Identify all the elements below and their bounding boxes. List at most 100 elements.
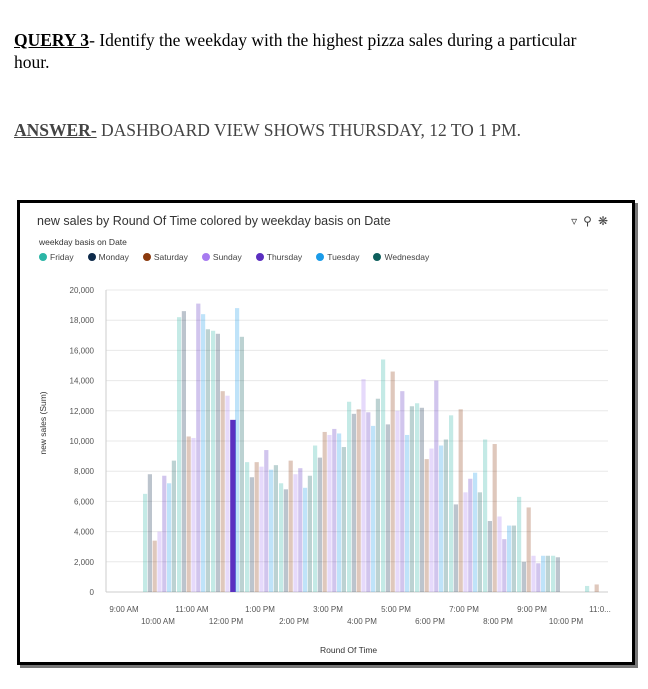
bar-wednesday-11[interactable] bbox=[511, 525, 516, 592]
bar-friday-12[interactable] bbox=[517, 496, 522, 592]
bar-wednesday-7[interactable] bbox=[375, 398, 380, 592]
bar-friday-6[interactable] bbox=[313, 445, 318, 592]
bar-friday-3[interactable] bbox=[211, 330, 216, 592]
bar-saturday-3[interactable] bbox=[220, 391, 225, 592]
bar-saturday-10[interactable] bbox=[458, 409, 463, 592]
bar-tuesday-4[interactable] bbox=[269, 469, 274, 592]
bar-monday-7[interactable] bbox=[351, 413, 356, 592]
bar-tuesday-1[interactable] bbox=[167, 483, 172, 592]
bar-thursday-5[interactable] bbox=[298, 468, 303, 592]
bar-saturday-1[interactable] bbox=[152, 540, 157, 592]
bar-tuesday-3[interactable] bbox=[235, 308, 240, 592]
bar-friday-14[interactable] bbox=[585, 585, 590, 592]
bar-friday-1[interactable] bbox=[143, 493, 148, 592]
legend-item-saturday[interactable]: Saturday bbox=[142, 252, 188, 262]
bar-thursday-1[interactable] bbox=[162, 475, 167, 592]
bar-monday-2[interactable] bbox=[181, 311, 186, 592]
legend-item-sunday[interactable]: Sunday bbox=[201, 252, 242, 262]
bar-saturday-12[interactable] bbox=[526, 507, 531, 592]
bar-tuesday-6[interactable] bbox=[337, 433, 342, 592]
bar-wednesday-2[interactable] bbox=[205, 329, 210, 592]
bar-friday-8[interactable] bbox=[381, 359, 386, 592]
bar-wednesday-5[interactable] bbox=[307, 475, 312, 592]
bar-sunday-2[interactable] bbox=[191, 437, 196, 592]
bar-monday-5[interactable] bbox=[283, 489, 288, 592]
bar-thursday-12[interactable] bbox=[536, 563, 541, 592]
bar-wednesday-4[interactable] bbox=[273, 465, 278, 592]
bar-monday-8[interactable] bbox=[385, 424, 390, 592]
bar-tuesday-10[interactable] bbox=[473, 472, 478, 592]
bar-thursday-6[interactable] bbox=[332, 428, 337, 592]
bar-sunday-4[interactable] bbox=[259, 466, 264, 592]
bar-thursday-7[interactable] bbox=[366, 412, 371, 592]
bar-thursday-3[interactable] bbox=[230, 419, 236, 592]
bar-saturday-9[interactable] bbox=[424, 459, 429, 592]
bar-sunday-7[interactable] bbox=[361, 379, 366, 592]
bar-saturday-8[interactable] bbox=[390, 371, 395, 592]
bar-wednesday-10[interactable] bbox=[477, 492, 482, 592]
bar-wednesday-9[interactable] bbox=[443, 439, 448, 592]
bar-tuesday-7[interactable] bbox=[371, 425, 376, 592]
bar-monday-11[interactable] bbox=[487, 521, 492, 592]
bar-saturday-7[interactable] bbox=[356, 409, 361, 592]
bar-sunday-8[interactable] bbox=[395, 410, 400, 592]
lightbulb-icon[interactable]: ⚲ bbox=[583, 214, 598, 228]
bar-monday-3[interactable] bbox=[215, 333, 220, 592]
bar-saturday-14[interactable] bbox=[594, 584, 599, 592]
bar-tuesday-12[interactable] bbox=[541, 555, 546, 592]
bar-thursday-10[interactable] bbox=[468, 478, 473, 592]
bar-tuesday-8[interactable] bbox=[405, 434, 410, 592]
bar-saturday-6[interactable] bbox=[322, 431, 327, 592]
legend-item-friday[interactable]: Friday bbox=[39, 252, 74, 262]
bar-friday-2[interactable] bbox=[177, 317, 182, 592]
settings-icon[interactable]: ❋ bbox=[597, 214, 614, 228]
bar-tuesday-9[interactable] bbox=[439, 445, 444, 592]
bar-wednesday-6[interactable] bbox=[341, 447, 346, 592]
legend-item-tuesday[interactable]: Tuesday bbox=[316, 252, 359, 262]
bar-tuesday-2[interactable] bbox=[201, 314, 206, 592]
bar-thursday-11[interactable] bbox=[502, 539, 507, 592]
bar-monday-10[interactable] bbox=[453, 504, 458, 592]
bar-monday-13[interactable] bbox=[555, 557, 560, 592]
bar-sunday-1[interactable] bbox=[157, 531, 162, 592]
bar-friday-5[interactable] bbox=[279, 483, 284, 592]
bar-sunday-12[interactable] bbox=[531, 555, 536, 592]
bar-saturday-11[interactable] bbox=[492, 444, 497, 592]
bar-friday-10[interactable] bbox=[449, 415, 454, 592]
bar-thursday-8[interactable] bbox=[400, 391, 405, 592]
bar-friday-9[interactable] bbox=[415, 403, 420, 592]
bar-tuesday-5[interactable] bbox=[303, 487, 308, 592]
filter-icon[interactable]: ▿ bbox=[571, 214, 584, 228]
bar-friday-7[interactable] bbox=[347, 401, 352, 592]
bar-friday-4[interactable] bbox=[245, 462, 250, 592]
bar-sunday-3[interactable] bbox=[225, 395, 230, 592]
bar-sunday-6[interactable] bbox=[327, 434, 332, 592]
bar-friday-11[interactable] bbox=[483, 439, 488, 592]
x-tick-label: 3:00 PM bbox=[313, 605, 343, 614]
bar-monday-9[interactable] bbox=[419, 407, 424, 592]
bar-monday-6[interactable] bbox=[317, 457, 322, 592]
legend-item-wednesday[interactable]: Wednesday bbox=[373, 252, 429, 262]
bar-friday-13[interactable] bbox=[551, 555, 556, 592]
bar-tuesday-11[interactable] bbox=[507, 525, 512, 592]
bar-sunday-10[interactable] bbox=[463, 492, 468, 592]
bar-sunday-5[interactable] bbox=[293, 474, 298, 592]
legend-item-thursday[interactable]: Thursday bbox=[255, 252, 302, 262]
y-tick-label: 10,000 bbox=[70, 437, 95, 446]
bar-saturday-4[interactable] bbox=[254, 462, 259, 592]
legend-item-monday[interactable]: Monday bbox=[87, 252, 129, 262]
bar-wednesday-1[interactable] bbox=[171, 460, 176, 592]
bar-thursday-9[interactable] bbox=[434, 380, 439, 592]
bar-thursday-4[interactable] bbox=[264, 450, 269, 592]
bar-monday-12[interactable] bbox=[521, 561, 526, 592]
bar-monday-1[interactable] bbox=[147, 474, 152, 592]
bar-sunday-11[interactable] bbox=[497, 516, 502, 593]
bar-wednesday-8[interactable] bbox=[409, 406, 414, 592]
bar-saturday-2[interactable] bbox=[186, 436, 191, 592]
bar-monday-4[interactable] bbox=[249, 477, 254, 592]
bar-wednesday-3[interactable] bbox=[239, 336, 244, 592]
bar-thursday-2[interactable] bbox=[196, 303, 201, 592]
bar-saturday-5[interactable] bbox=[288, 460, 293, 592]
bar-sunday-9[interactable] bbox=[429, 448, 434, 592]
bar-wednesday-12[interactable] bbox=[545, 555, 550, 592]
